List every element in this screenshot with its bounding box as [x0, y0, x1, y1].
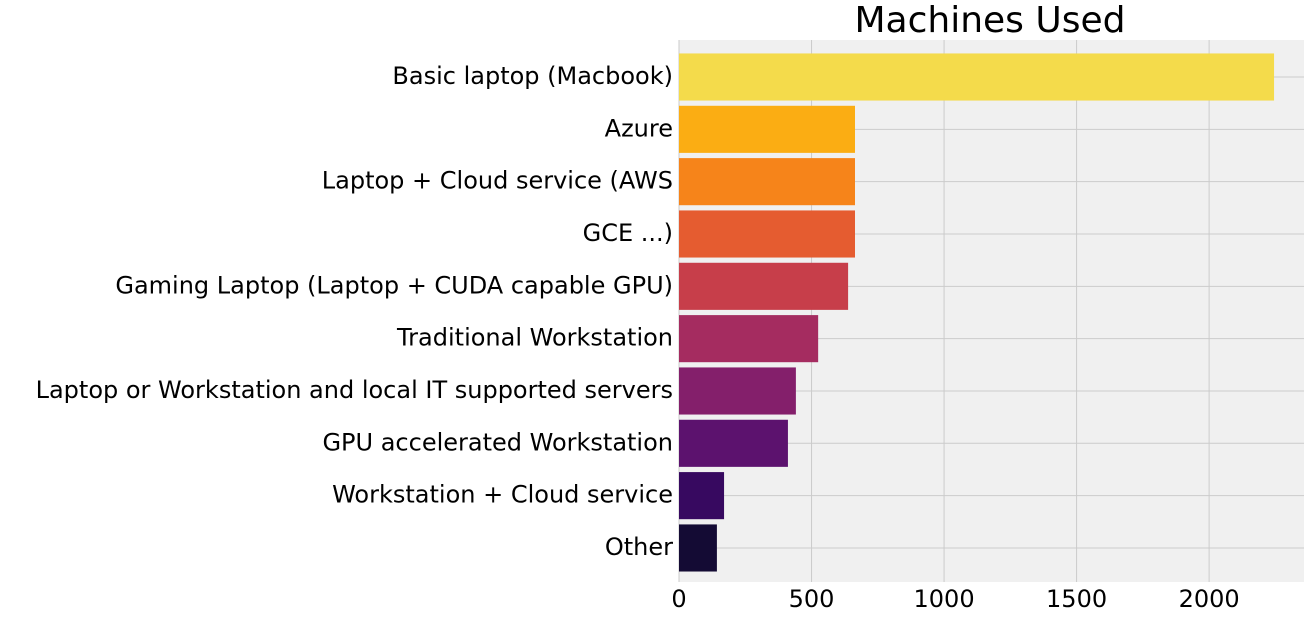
bar: [679, 367, 796, 415]
y-tick-label: Other: [605, 533, 673, 561]
y-tick-label: Workstation + Cloud service: [332, 481, 673, 509]
y-tick-label: Azure: [605, 114, 673, 142]
x-tick-label: 1500: [1046, 585, 1107, 613]
y-tick-label: GPU accelerated Workstation: [322, 428, 673, 456]
y-tick-label: Basic laptop (Macbook): [392, 62, 673, 90]
y-tick-label: Laptop or Workstation and local IT suppo…: [36, 376, 673, 404]
bar: [679, 105, 855, 153]
bar: [679, 524, 717, 572]
bar: [679, 315, 819, 363]
bar: [679, 419, 788, 467]
y-tick-label: Traditional Workstation: [396, 324, 673, 352]
bar: [679, 472, 725, 520]
y-tick-label: Laptop + Cloud service (AWS: [322, 167, 673, 195]
bar: [679, 158, 855, 206]
bar: [679, 210, 855, 258]
chart-title: Machines Used: [854, 0, 1125, 41]
x-tick-label: 1000: [914, 585, 975, 613]
x-tick-label: 500: [789, 585, 835, 613]
bar: [679, 262, 849, 310]
y-tick-label: GCE ...): [583, 219, 673, 247]
y-tick-label: Gaming Laptop (Laptop + CUDA capable GPU…: [115, 271, 673, 299]
x-tick-label: 2000: [1179, 585, 1240, 613]
bar: [679, 53, 1275, 101]
x-tick-label: 0: [671, 585, 686, 613]
